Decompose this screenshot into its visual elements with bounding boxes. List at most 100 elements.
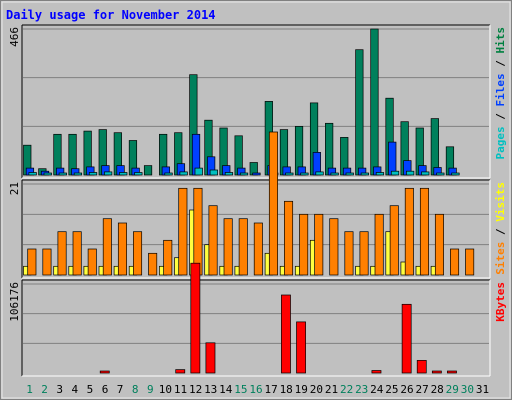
x-tick-label: 26: [400, 383, 413, 396]
bar-sites-day-26: [404, 187, 414, 276]
y-max-label: 106176: [8, 282, 21, 322]
bar-sites-day-7: [117, 222, 127, 276]
bar-pages-day-7: [119, 172, 128, 176]
bar-kbytes-day-19: [296, 321, 306, 374]
x-tick-label: 22: [340, 383, 353, 396]
bar-files-day-25: [388, 141, 397, 176]
bar-kbytes-day-11: [175, 369, 186, 374]
bar-pages-day-2: [43, 172, 52, 176]
bar-sites-day-18: [284, 200, 294, 276]
x-tick-label: 19: [295, 383, 308, 396]
bar-sites-day-10: [163, 239, 173, 276]
legend-kbytes: KBytes: [494, 282, 507, 322]
bar-kbytes-day-12: [190, 262, 201, 374]
bar-sites-day-12: [193, 187, 203, 276]
x-axis: 1 2 3 4 5 6 7 8 9 10 11 12 13 14 15 16 17 18 19 20 21 22 23 24 2…: [26, 383, 489, 396]
bar-pages-day-15: [239, 172, 249, 176]
panel-visits: 21 Sites / Visits: [8, 131, 507, 279]
legend-separator: /: [494, 222, 507, 242]
x-tick-label: 4: [71, 383, 78, 396]
x-tick-label: 12: [189, 383, 202, 396]
y-max-label: 21: [8, 182, 21, 195]
bar-pages-day-14: [224, 172, 234, 176]
bar-pages-day-27: [421, 171, 430, 176]
panel-background: [22, 280, 490, 376]
bar-hits-day-23: [355, 49, 364, 176]
legend-separator: /: [494, 107, 507, 127]
bar-sites-day-3: [57, 231, 67, 276]
bar-kbytes-day-6: [99, 370, 110, 374]
x-tick-label: 14: [219, 383, 233, 396]
bar-pages-day-8: [134, 172, 143, 176]
x-tick-label: 25: [385, 383, 398, 396]
bar-hits-day-21: [325, 122, 334, 176]
legend-item: Hits: [494, 27, 507, 54]
chart-title: Daily usage for November 2014: [6, 8, 216, 22]
bar-kbytes-day-24: [371, 370, 382, 374]
bar-pages-day-18: [285, 172, 294, 176]
bar-sites-day-19: [299, 213, 309, 276]
panel-hits: 466 Pages / Files / Hits: [8, 24, 507, 179]
bar-sites-day-16: [253, 222, 263, 276]
x-tick-label: 18: [280, 383, 293, 396]
x-tick-label: 27: [415, 383, 428, 396]
bar-sites-day-14: [223, 218, 233, 276]
bar-kbytes-day-13: [205, 342, 216, 374]
panel-kbytes: 106176 KBytes: [8, 262, 507, 377]
bar-sites-day-8: [133, 231, 143, 276]
legend-item: Pages: [494, 126, 507, 159]
bar-kbytes-day-28: [431, 370, 442, 374]
bar-pages-day-26: [406, 170, 415, 176]
bar-pages-day-21: [330, 172, 339, 176]
legend-item: Files: [494, 73, 507, 106]
x-tick-label: 20: [310, 383, 323, 396]
bar-sites-day-11: [178, 187, 188, 276]
legend-separator: /: [494, 54, 507, 74]
bar-pages-day-22: [345, 172, 354, 176]
legend-item: KBytes: [494, 282, 507, 322]
bar-sites-day-21: [329, 218, 339, 276]
bar-pages-day-28: [436, 172, 445, 176]
x-tick-label: 15: [234, 383, 247, 396]
x-tick-label: 8: [132, 383, 139, 396]
bar-pages-day-10: [164, 172, 173, 176]
bar-hits-day-24: [370, 28, 379, 176]
bar-sites-day-5: [87, 248, 97, 276]
bar-sites-day-23: [359, 231, 369, 276]
bar-kbytes-day-18: [281, 294, 291, 374]
bar-sites-day-25: [389, 205, 399, 276]
y-max-label: 466: [8, 27, 21, 47]
x-tick-label: 30: [461, 383, 474, 396]
x-tick-label: 11: [174, 383, 187, 396]
bar-sites-day-15: [238, 218, 248, 276]
bar-pages-day-12: [194, 167, 203, 176]
x-tick-label: 17: [264, 383, 277, 396]
bar-sites-day-24: [374, 213, 384, 276]
bar-pages-day-25: [390, 170, 400, 176]
bar-kbytes-day-27: [416, 360, 427, 374]
x-tick-label: 1: [26, 383, 33, 396]
bar-pages-day-29: [451, 172, 460, 176]
bar-sites-day-17: [268, 131, 278, 276]
bar-sites-day-27: [419, 187, 429, 276]
bar-pages-day-13: [209, 169, 218, 176]
bar-sites-day-22: [344, 231, 354, 276]
x-tick-label: 31: [476, 383, 489, 396]
x-tick-label: 21: [325, 383, 338, 396]
x-tick-label: 7: [117, 383, 124, 396]
bar-sites-day-28: [434, 213, 444, 276]
x-tick-label: 28: [431, 383, 444, 396]
legend-hits: Pages / Files / Hits: [494, 27, 507, 160]
x-tick-label: 3: [56, 383, 63, 396]
bar-sites-day-9: [148, 252, 158, 276]
bar-files-day-16: [252, 172, 261, 176]
bar-pages-day-4: [73, 172, 83, 176]
bar-pages-day-19: [300, 172, 309, 176]
x-tick-label: 5: [87, 383, 94, 396]
x-tick-label: 2: [41, 383, 48, 396]
bar-sites-day-2: [42, 248, 52, 276]
x-tick-label: 10: [159, 383, 172, 396]
